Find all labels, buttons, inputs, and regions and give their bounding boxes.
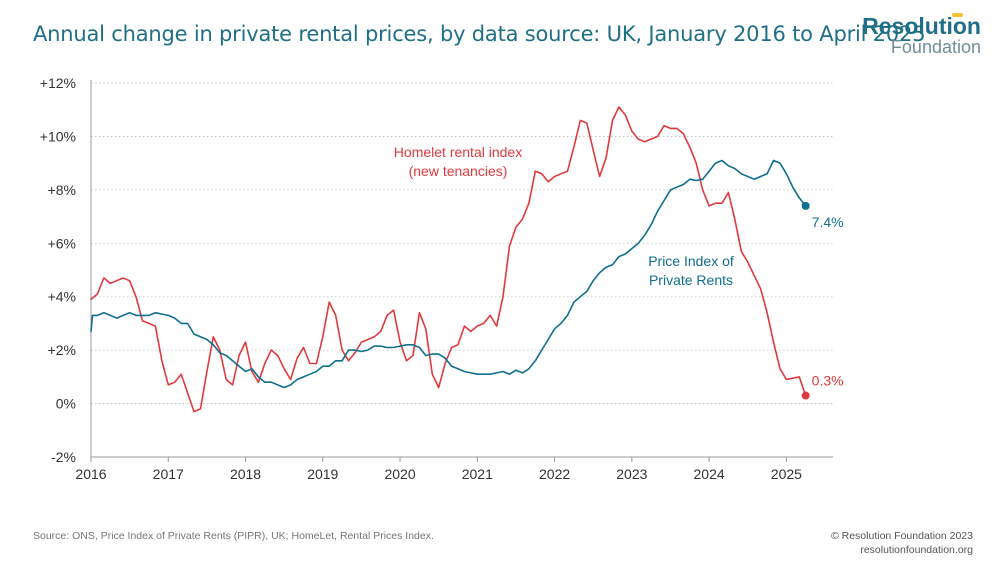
x-tick-label: 2025 <box>771 466 802 482</box>
resolution-foundation-logo: Resolution Foundation <box>862 13 981 57</box>
y-tick-label: +2% <box>48 342 76 358</box>
series-labels: 0.3% Homelet rental index (new tenancies) 7… <box>394 144 844 389</box>
y-tick-label: +4% <box>48 289 76 305</box>
x-tick-label: 2022 <box>539 466 570 482</box>
y-tick-label: -2% <box>51 449 76 465</box>
x-tick-label: 2019 <box>307 466 338 482</box>
logo-top-text: Resolution <box>862 13 981 39</box>
x-tick-label: 2021 <box>462 466 493 482</box>
x-axis-tick-labels: 2016 2017 2018 2019 2020 2021 2022 2023 2024 2025 <box>75 466 802 482</box>
x-tick-label: 2017 <box>153 466 184 482</box>
series-label-line: Private Rents <box>649 272 733 288</box>
y-axis-tick-labels: -2% 0% +2% +4% +6% +8% +10% +12% <box>40 75 76 465</box>
source-note: Source: ONS, Price Index of Private Rent… <box>33 530 434 542</box>
y-tick-label: +6% <box>48 235 76 251</box>
pipr-end-point <box>801 201 810 210</box>
series-label-line: Price Index of <box>648 253 734 269</box>
x-tick-label: 2023 <box>616 466 647 482</box>
x-tick-label: 2016 <box>75 466 106 482</box>
homelet-line <box>90 106 807 413</box>
logo-accent-mark <box>952 13 963 17</box>
pipr-end-label: 7.4% <box>812 214 844 230</box>
logo-wordmark-bottom: Foundation <box>890 37 981 57</box>
homelet-end-label: 0.3% <box>812 373 844 389</box>
y-tick-label: +8% <box>48 182 76 198</box>
series-label-line: Homelet rental index <box>394 144 522 160</box>
pipr-line <box>90 159 807 389</box>
logo-wordmark-top: Resolution <box>862 13 981 39</box>
chart-series <box>90 106 810 413</box>
x-tick-label: 2024 <box>694 466 725 482</box>
pipr-series-label: Price Index of Private Rents <box>648 253 734 288</box>
x-tick-label: 2018 <box>230 466 261 482</box>
copyright-text: © Resolution Foundation 2023 <box>830 530 973 542</box>
y-tick-label: 0% <box>56 396 76 412</box>
website-text: resolutionfoundation.org <box>860 544 973 556</box>
x-tick-label: 2020 <box>384 466 415 482</box>
series-label-line: (new tenancies) <box>409 163 508 179</box>
chart-axes <box>90 80 833 462</box>
chart-title: Annual change in private rental prices, … <box>33 22 926 46</box>
copyright-block: © Resolution Foundation 2023 resolutionf… <box>831 529 973 557</box>
y-tick-label: +12% <box>40 75 76 91</box>
homelet-series-label: Homelet rental index (new tenancies) <box>394 144 522 179</box>
homelet-end-point <box>801 391 810 400</box>
y-tick-label: +10% <box>40 128 76 144</box>
